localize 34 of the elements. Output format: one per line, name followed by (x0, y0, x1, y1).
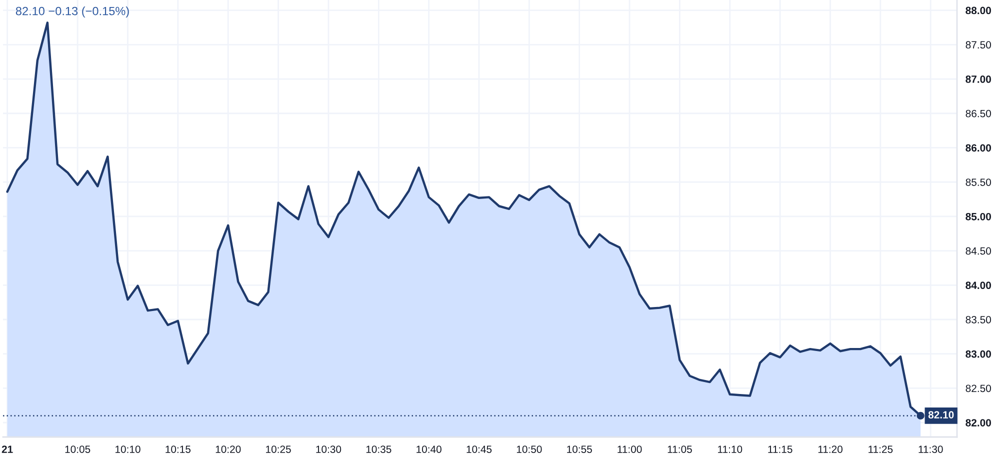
x-tick-label: 11:15 (768, 446, 792, 453)
y-tick-label: 84.50 (966, 247, 991, 255)
x-tick-label: 11:20 (818, 446, 842, 453)
x-tick-label: 10:30 (316, 446, 342, 453)
y-tick-label: 82.50 (966, 384, 991, 392)
y-tick-label: 86.50 (966, 110, 991, 118)
y-tick-label: 85.50 (966, 178, 991, 186)
y-tick-label: 85.00 (966, 212, 991, 220)
y-tick-label: 84.00 (966, 282, 991, 290)
x-tick-label: 10:05 (65, 446, 90, 453)
ref-line-label: 82.10 (928, 411, 954, 418)
x-tick-label: 10:45 (466, 446, 492, 453)
x-tick-label: 10:15 (166, 446, 191, 453)
x-tick-label: 10:25 (266, 446, 291, 453)
x-tick-label: 10:20 (216, 446, 241, 453)
y-tick-label: 83.50 (966, 316, 991, 324)
x-tick-label: 11:30 (918, 446, 943, 453)
y-tick-label: 86.00 (966, 144, 991, 152)
x-tick-label: 11:00 (618, 446, 642, 453)
x-tick-label: 10:40 (416, 446, 442, 453)
text: 82.10 −0.13 (−0.15%) (16, 6, 129, 18)
x-tick-label: 21 (2, 446, 13, 453)
x-tick-label: 10:10 (116, 446, 140, 453)
x-tick-label: 11:10 (718, 446, 742, 453)
y-tick-label: 87.50 (966, 41, 991, 49)
x-tick-label: 10:55 (567, 446, 592, 453)
y-tick-label: 82.00 (966, 419, 991, 426)
y-tick-label: 88.00 (966, 6, 991, 14)
y-tick-label: 87.00 (966, 76, 991, 83)
x-tick-label: 10:35 (366, 446, 392, 453)
x-tick-label: 11:25 (868, 446, 893, 453)
x-tick-label: 11:05 (668, 446, 692, 453)
y-tick-label: 83.00 (966, 350, 991, 358)
x-tick-label: 10:50 (516, 446, 542, 453)
